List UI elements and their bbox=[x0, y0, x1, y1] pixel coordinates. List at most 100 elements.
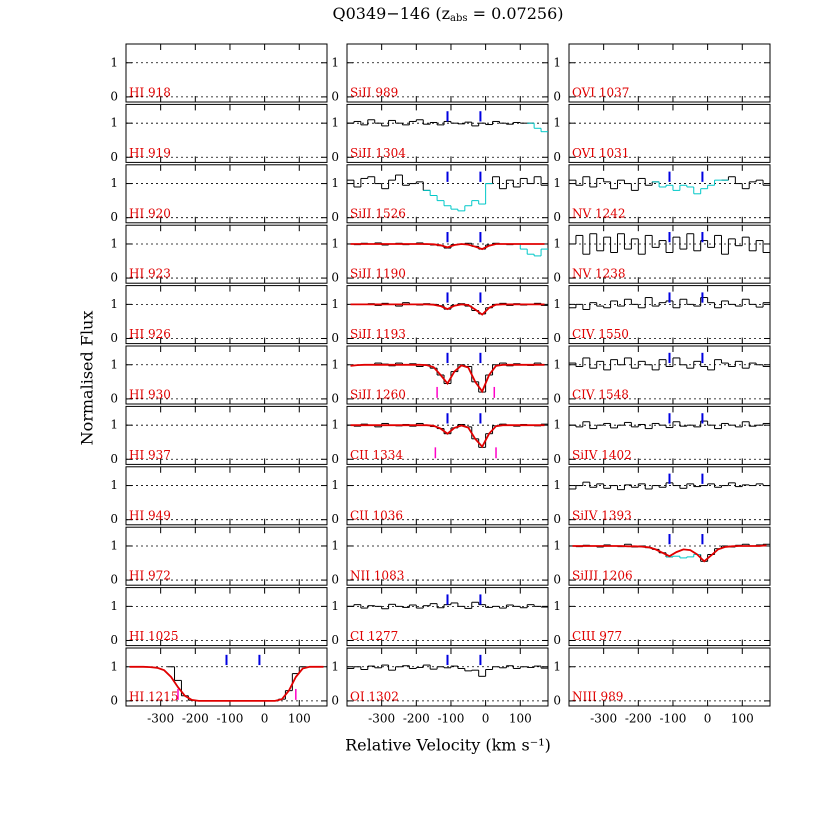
panel-frame bbox=[568, 224, 771, 284]
y-tick-label: 1 bbox=[331, 478, 339, 492]
y-tick-label: 0 bbox=[331, 573, 339, 587]
panel-frame bbox=[568, 164, 771, 224]
panel-label: SiII 1193 bbox=[350, 327, 406, 341]
panel-frame bbox=[125, 103, 328, 163]
panel-label: HI 923 bbox=[129, 267, 171, 281]
x-tick-label: 100 bbox=[509, 712, 532, 726]
x-tick-label: 100 bbox=[731, 712, 754, 726]
y-tick-label: 0 bbox=[553, 271, 561, 285]
panel-label: SiII 1190 bbox=[350, 267, 406, 281]
y-tick-label: 0 bbox=[553, 633, 561, 647]
fit-line bbox=[350, 303, 545, 316]
panel-label: CII 1036 bbox=[350, 508, 403, 522]
panel-frame bbox=[125, 345, 328, 405]
y-tick-label: 0 bbox=[110, 452, 118, 466]
y-tick-label: 1 bbox=[331, 236, 339, 250]
y-tick-label: 1 bbox=[110, 236, 118, 250]
y-tick-label: 1 bbox=[553, 55, 561, 69]
y-tick-label: 1 bbox=[331, 55, 339, 69]
y-tick-label: 1 bbox=[553, 116, 561, 130]
panel-label: HI 919 bbox=[129, 146, 171, 160]
y-tick-label: 1 bbox=[553, 478, 561, 492]
panel-frame bbox=[346, 405, 549, 465]
x-tick-label: -100 bbox=[437, 712, 464, 726]
y-tick-label: 1 bbox=[553, 659, 561, 673]
x-tick-label: 0 bbox=[261, 712, 269, 726]
y-tick-label: 0 bbox=[331, 693, 339, 707]
y-tick-label: 0 bbox=[110, 693, 118, 707]
y-tick-label: 1 bbox=[110, 55, 118, 69]
y-tick-label: 1 bbox=[110, 357, 118, 371]
panel-label: OI 1302 bbox=[350, 690, 399, 704]
y-tick-label: 0 bbox=[553, 150, 561, 164]
y-tick-label: 1 bbox=[553, 418, 561, 432]
panel-label: SiIII 1206 bbox=[572, 569, 633, 583]
y-tick-label: 0 bbox=[110, 89, 118, 103]
panel-label: HI 920 bbox=[129, 206, 171, 220]
panel-frame bbox=[125, 526, 328, 586]
y-tick-label: 0 bbox=[110, 633, 118, 647]
panel-frame bbox=[346, 345, 549, 405]
y-tick-label: 1 bbox=[110, 599, 118, 613]
y-tick-label: 0 bbox=[331, 512, 339, 526]
y-tick-label: 1 bbox=[331, 297, 339, 311]
panel-label: HI 1215 bbox=[129, 690, 179, 704]
panel-frame bbox=[568, 466, 771, 526]
panel-label: SiII 1260 bbox=[350, 388, 406, 402]
y-tick-label: 1 bbox=[553, 538, 561, 552]
y-tick-label: 1 bbox=[331, 176, 339, 190]
y-tick-label: 0 bbox=[331, 271, 339, 285]
panel-frame bbox=[125, 285, 328, 345]
y-tick-label: 1 bbox=[331, 659, 339, 673]
y-tick-label: 0 bbox=[553, 693, 561, 707]
y-tick-label: 1 bbox=[110, 297, 118, 311]
panel-label: NIII 989 bbox=[572, 690, 623, 704]
x-tick-label: -100 bbox=[659, 712, 686, 726]
panel-frame bbox=[568, 405, 771, 465]
y-tick-label: 0 bbox=[553, 512, 561, 526]
panel-label: HI 918 bbox=[129, 86, 171, 100]
y-tick-label: 0 bbox=[553, 331, 561, 345]
y-tick-label: 0 bbox=[553, 89, 561, 103]
panel-label: NV 1238 bbox=[572, 267, 626, 281]
panel-frame bbox=[346, 43, 549, 103]
panel-frame bbox=[346, 164, 549, 224]
panel-label: HI 972 bbox=[129, 569, 171, 583]
panel-frame bbox=[125, 647, 328, 707]
fit-line bbox=[350, 243, 545, 251]
y-tick-label: 1 bbox=[553, 599, 561, 613]
y-tick-label: 0 bbox=[553, 391, 561, 405]
panel-frame bbox=[346, 526, 549, 586]
panel-frame bbox=[125, 224, 328, 284]
x-tick-label: -100 bbox=[216, 712, 243, 726]
panel-label: OVI 1031 bbox=[572, 146, 629, 160]
panel-label: CI 1277 bbox=[350, 629, 398, 643]
panel-frame bbox=[346, 647, 549, 707]
y-tick-label: 0 bbox=[110, 150, 118, 164]
fit-line bbox=[350, 363, 545, 394]
y-tick-label: 0 bbox=[110, 573, 118, 587]
y-tick-label: 0 bbox=[110, 271, 118, 285]
y-tick-label: 1 bbox=[110, 418, 118, 432]
y-axis-label: Normalised Flux bbox=[78, 311, 97, 446]
panel-label: CIV 1548 bbox=[572, 388, 629, 402]
panel-frame bbox=[568, 526, 771, 586]
y-tick-label: 0 bbox=[331, 331, 339, 345]
y-tick-label: 1 bbox=[331, 599, 339, 613]
panel-frame bbox=[346, 103, 549, 163]
x-axis-label: Relative Velocity (km s⁻¹) bbox=[345, 736, 551, 755]
y-tick-label: 0 bbox=[331, 452, 339, 466]
panel-label: OVI 1037 bbox=[572, 86, 629, 100]
panel-label: HI 930 bbox=[129, 388, 171, 402]
y-tick-label: 0 bbox=[331, 89, 339, 103]
y-tick-label: 1 bbox=[110, 176, 118, 190]
panel-frame bbox=[125, 43, 328, 103]
panel-label: NII 1083 bbox=[350, 569, 404, 583]
y-tick-label: 1 bbox=[110, 659, 118, 673]
y-tick-label: 0 bbox=[553, 452, 561, 466]
x-tick-label: -300 bbox=[147, 712, 174, 726]
panel-label: CIII 977 bbox=[572, 629, 622, 643]
panel-frame bbox=[568, 647, 771, 707]
y-tick-label: 1 bbox=[553, 297, 561, 311]
